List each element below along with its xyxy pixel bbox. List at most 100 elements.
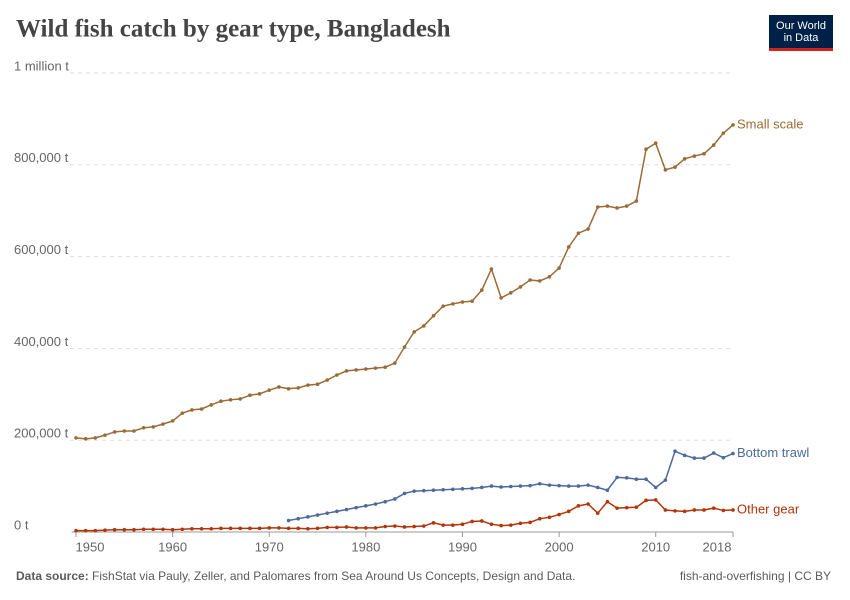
point: [537, 516, 542, 521]
point: [547, 515, 552, 520]
point: [335, 509, 339, 514]
point: [122, 527, 127, 532]
point: [702, 456, 706, 460]
point: [354, 505, 358, 510]
point: [557, 483, 561, 488]
point: [586, 227, 590, 231]
point: [653, 485, 658, 490]
point: [566, 509, 571, 514]
point: [393, 497, 397, 501]
point: [605, 499, 610, 504]
point: [277, 526, 281, 530]
point: [422, 324, 426, 328]
point: [576, 504, 581, 508]
point: [489, 267, 494, 271]
point: [528, 520, 532, 525]
point: [634, 477, 639, 482]
point: [508, 291, 513, 295]
point: [209, 403, 214, 407]
point: [547, 274, 552, 279]
point: [296, 516, 301, 521]
logo: Our World in Data: [769, 15, 833, 51]
point: [518, 285, 523, 289]
x-tick-label: 1960: [158, 539, 187, 554]
point: [451, 302, 455, 306]
point: [296, 386, 301, 390]
point: [721, 508, 726, 513]
point: [460, 522, 465, 526]
point: [315, 382, 320, 387]
point: [470, 299, 474, 303]
point: [277, 385, 281, 389]
point: [364, 367, 368, 371]
point: [132, 429, 136, 433]
point: [441, 523, 445, 527]
point: [267, 388, 272, 392]
point: [248, 393, 252, 398]
logo-box: [769, 15, 833, 48]
point: [653, 141, 658, 146]
point: [702, 151, 706, 156]
point: [238, 397, 243, 401]
point: [170, 527, 175, 532]
point: [731, 508, 735, 512]
source: Data source: FishStat via Pauly, Zeller,…: [16, 569, 575, 583]
point: [451, 487, 455, 492]
point: [393, 524, 397, 528]
point: [479, 288, 484, 292]
point: [412, 489, 416, 493]
point: [315, 526, 320, 531]
series-line: [75, 124, 734, 440]
point: [711, 451, 716, 455]
point: [306, 383, 310, 387]
point: [721, 455, 726, 460]
point: [499, 523, 503, 528]
point: [228, 398, 233, 402]
point: [83, 528, 88, 533]
point: [702, 508, 706, 512]
point: [325, 525, 330, 530]
point: [180, 411, 185, 415]
point: [663, 168, 668, 172]
point: [557, 266, 561, 270]
point: [344, 525, 349, 529]
point: [199, 407, 204, 411]
point: [682, 453, 687, 458]
x-tick-label: 2010: [641, 539, 670, 554]
point: [141, 426, 146, 430]
point: [508, 523, 513, 527]
logo-text: Our World in Data: [776, 20, 826, 44]
point: [566, 484, 571, 488]
x-tick-label: 1970: [255, 539, 284, 554]
point: [518, 521, 523, 526]
point: [479, 519, 484, 523]
point: [624, 505, 629, 510]
point: [335, 525, 339, 530]
point: [595, 205, 600, 209]
x-tick-label: 1980: [351, 539, 380, 554]
point: [402, 345, 407, 349]
point: [238, 526, 243, 531]
point: [306, 515, 310, 519]
y-tick-label: 0 t: [14, 517, 29, 532]
point: [576, 231, 581, 235]
point: [190, 526, 194, 531]
point: [364, 526, 368, 530]
point: [644, 498, 648, 503]
point: [431, 488, 436, 493]
point: [383, 499, 387, 504]
point: [615, 506, 619, 510]
source-text: FishStat via Pauly, Zeller, and Palomare…: [92, 569, 575, 583]
point: [296, 526, 301, 531]
point: [132, 527, 136, 532]
point: [692, 456, 697, 460]
point: [248, 526, 252, 531]
point: [711, 143, 716, 147]
point: [93, 528, 98, 533]
y-tick-label: 600,000 t: [14, 242, 69, 257]
point: [644, 147, 648, 151]
point: [595, 511, 600, 515]
point: [470, 486, 474, 491]
point: [721, 131, 726, 135]
